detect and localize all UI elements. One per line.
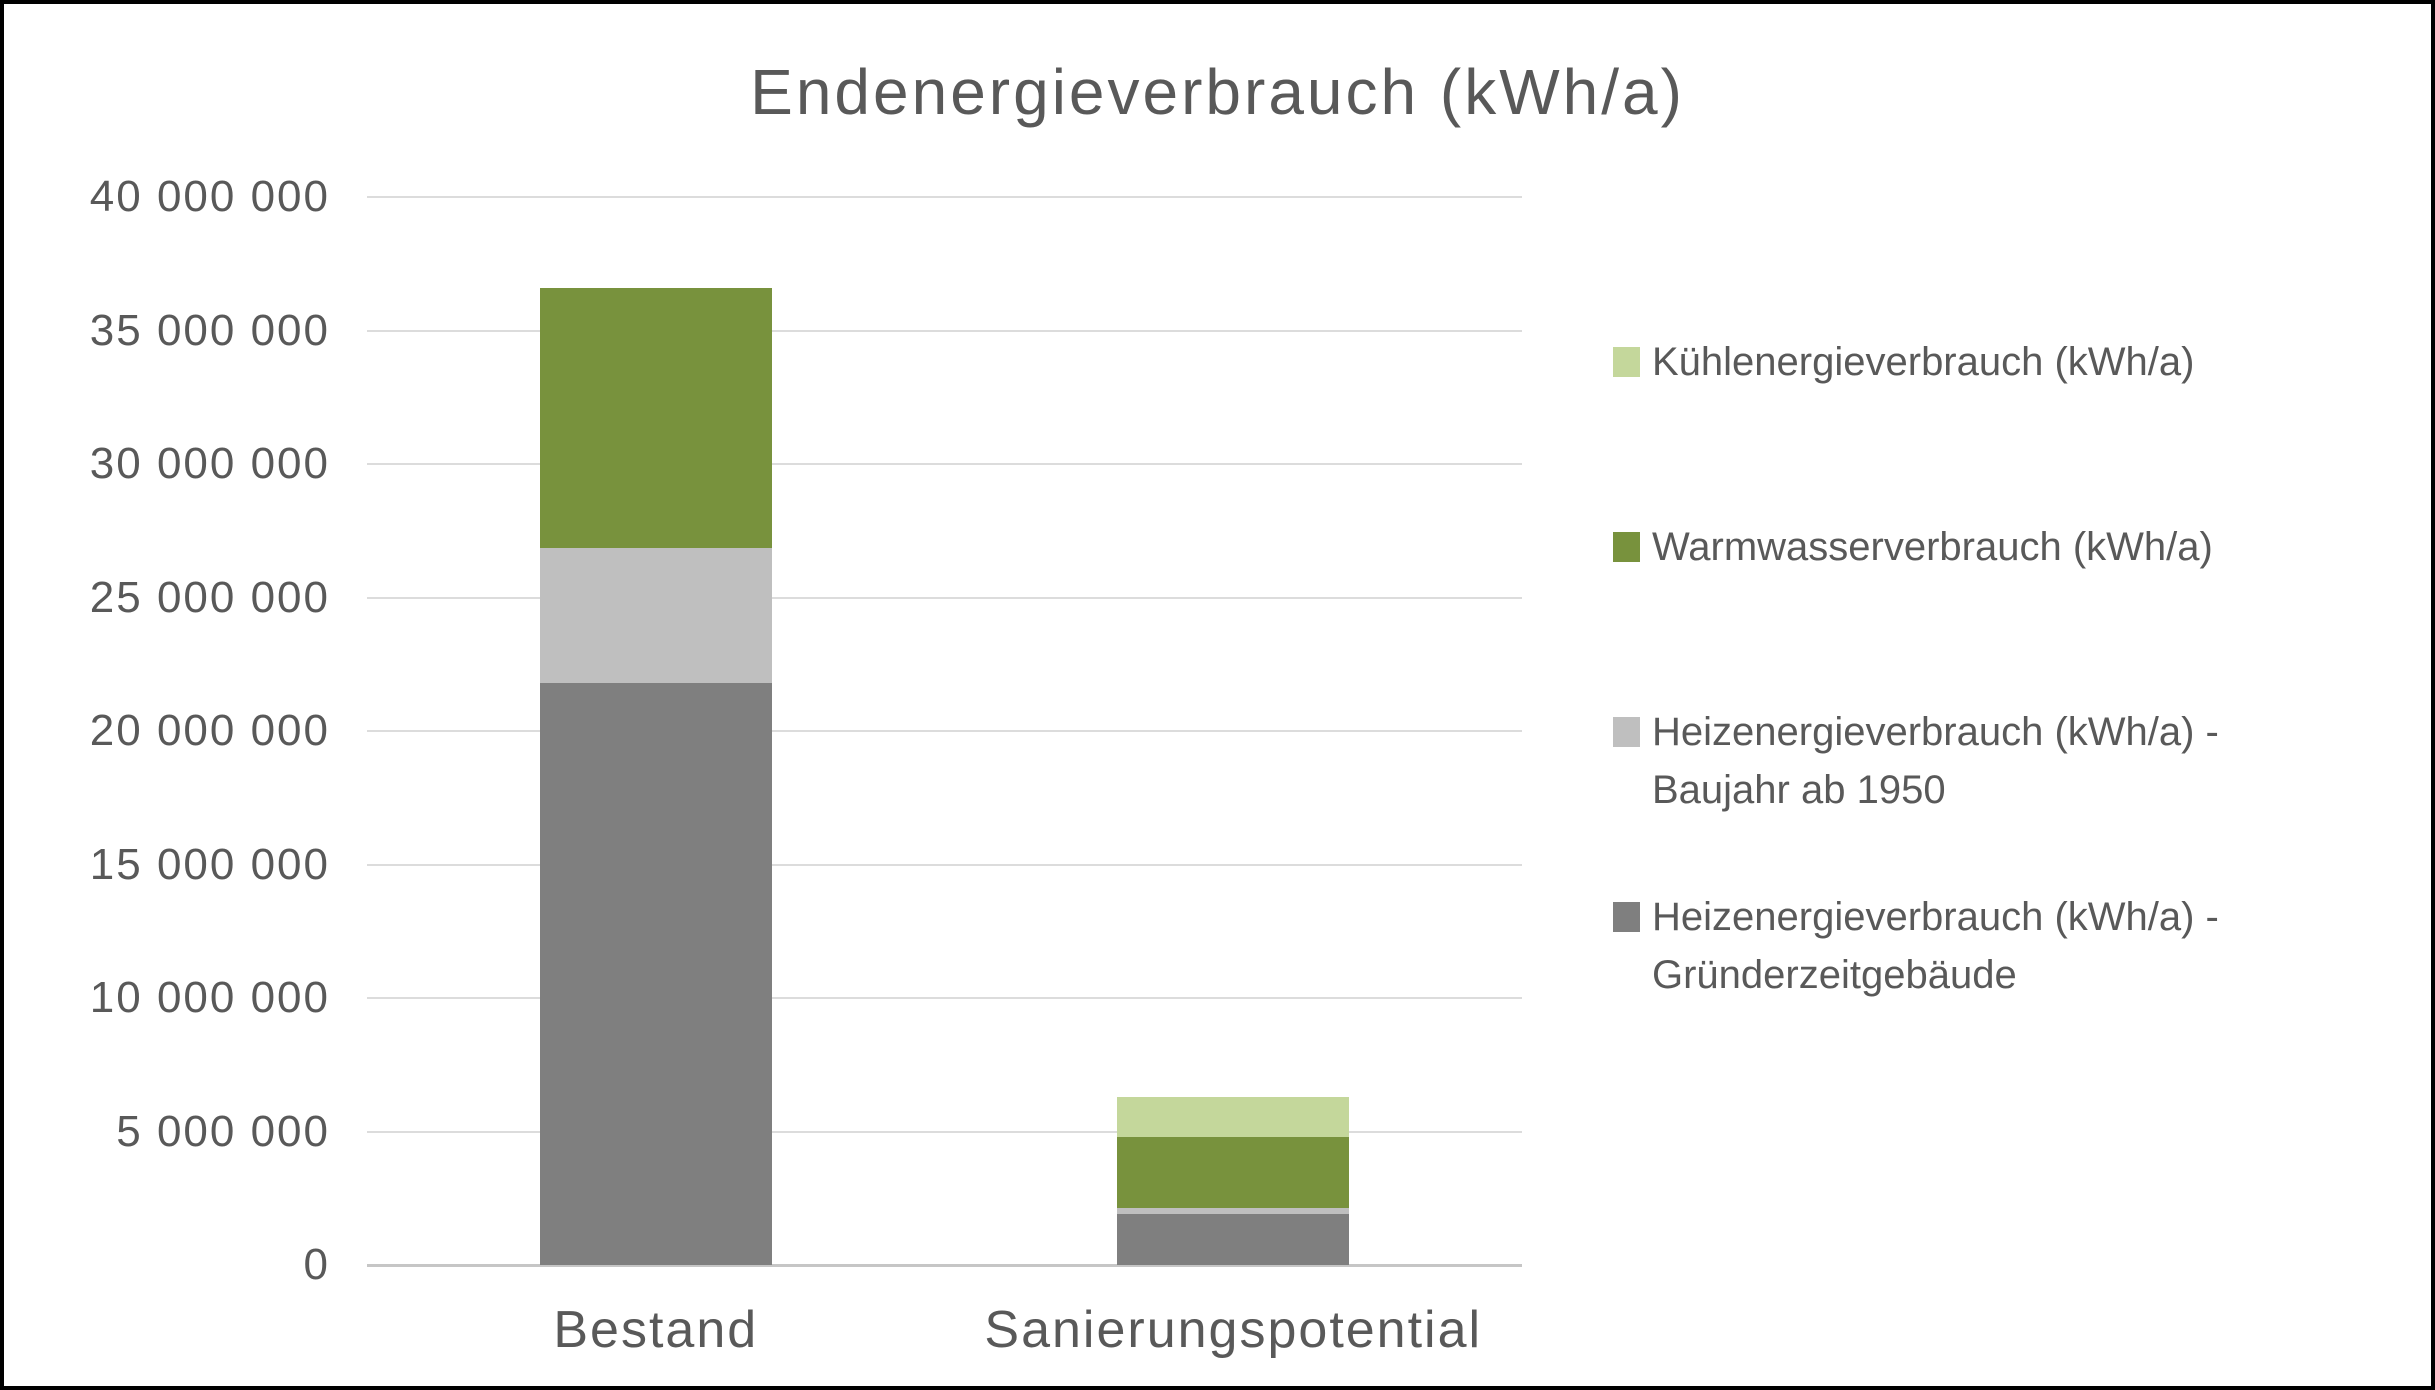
legend-label-heizenergie-ab1950: Heizenergieverbrauch (kWh/a) - Baujahr ab… xyxy=(1652,703,2219,819)
legend-label-line: Gründerzeitgebäude xyxy=(1652,953,2017,997)
legend-label-heizenergie-gruenderzeit: Heizenergieverbrauch (kWh/a) - Gründerzei… xyxy=(1652,888,2219,1004)
gridline xyxy=(367,463,1522,465)
legend-label-line: Heizenergieverbrauch (kWh/a) - xyxy=(1652,710,2219,754)
gridline xyxy=(367,196,1522,198)
legend-label-warmwasser: Warmwasserverbrauch (kWh/a) xyxy=(1652,518,2213,576)
gridline xyxy=(367,596,1522,599)
y-axis-tick-label: 25 000 000 xyxy=(89,572,330,622)
gridline xyxy=(367,997,1522,999)
legend-label-line: Kühlenergieverbrauch (kWh/a) xyxy=(1652,340,2195,384)
y-axis-tick-label: 35 000 000 xyxy=(89,305,330,355)
legend-swatch-heizenergie-gruenderzeit xyxy=(1613,902,1640,932)
bar-segment-warmwasser-bestand xyxy=(539,287,772,549)
bar-segment-heizenergie-ab1950-sanierungspotential xyxy=(1117,1207,1350,1215)
legend-label-line: Heizenergieverbrauch (kWh/a) - xyxy=(1652,895,2219,939)
legend-swatch-warmwasser xyxy=(1613,532,1640,562)
y-axis-tick-label: 30 000 000 xyxy=(89,439,330,488)
x-axis-line xyxy=(367,1264,1522,1267)
legend-entry-heizenergie-ab1950: Heizenergieverbrauch (kWh/a) - Baujahr ab… xyxy=(1613,703,2219,819)
bar-segment-heizenergie-gruenderzeit-sanierungspotential xyxy=(1117,1214,1350,1265)
y-axis-tick-label: 0 xyxy=(303,1240,330,1289)
legend-swatch-kuehlenergie xyxy=(1613,347,1640,377)
bar-segment-kuehlenergie-sanierungspotential xyxy=(1117,1096,1350,1137)
y-axis-tick-label: 10 000 000 xyxy=(89,973,330,1022)
gridline xyxy=(367,1130,1522,1133)
bar-segment-heizenergie-gruenderzeit-bestand xyxy=(539,682,772,1265)
legend-entry-kuehlenergie: Kühlenergieverbrauch (kWh/a) xyxy=(1613,333,2194,391)
y-axis-tick-label: 15 000 000 xyxy=(89,839,330,889)
legend-label-line: Baujahr ab 1950 xyxy=(1652,768,1946,812)
legend-swatch-heizenergie-ab1950 xyxy=(1613,717,1640,747)
bar-segment-heizenergie-ab1950-bestand xyxy=(539,548,772,683)
x-axis-label-bestand: Bestand xyxy=(553,1301,759,1359)
legend-label-kuehlenergie: Kühlenergieverbrauch (kWh/a) xyxy=(1652,333,2194,391)
legend-entry-warmwasser: Warmwasserverbrauch (kWh/a) xyxy=(1613,518,2213,576)
legend-label-line: Warmwasserverbrauch (kWh/a) xyxy=(1652,525,2213,569)
y-axis-tick-label: 40 000 000 xyxy=(89,172,330,221)
gridline xyxy=(367,863,1522,866)
chart-title: Endenergieverbrauch (kWh/a) xyxy=(750,56,1685,128)
legend-entry-heizenergie-gruenderzeit: Heizenergieverbrauch (kWh/a) - Gründerzei… xyxy=(1613,888,2219,1004)
y-axis-tick-label: 5 000 000 xyxy=(116,1106,330,1156)
gridline xyxy=(367,730,1522,732)
y-axis-tick-label: 20 000 000 xyxy=(89,706,330,755)
bar-segment-warmwasser-sanierungspotential xyxy=(1117,1136,1350,1208)
gridline xyxy=(367,329,1522,332)
x-axis-label-sanierungspotential: Sanierungspotential xyxy=(984,1301,1483,1359)
